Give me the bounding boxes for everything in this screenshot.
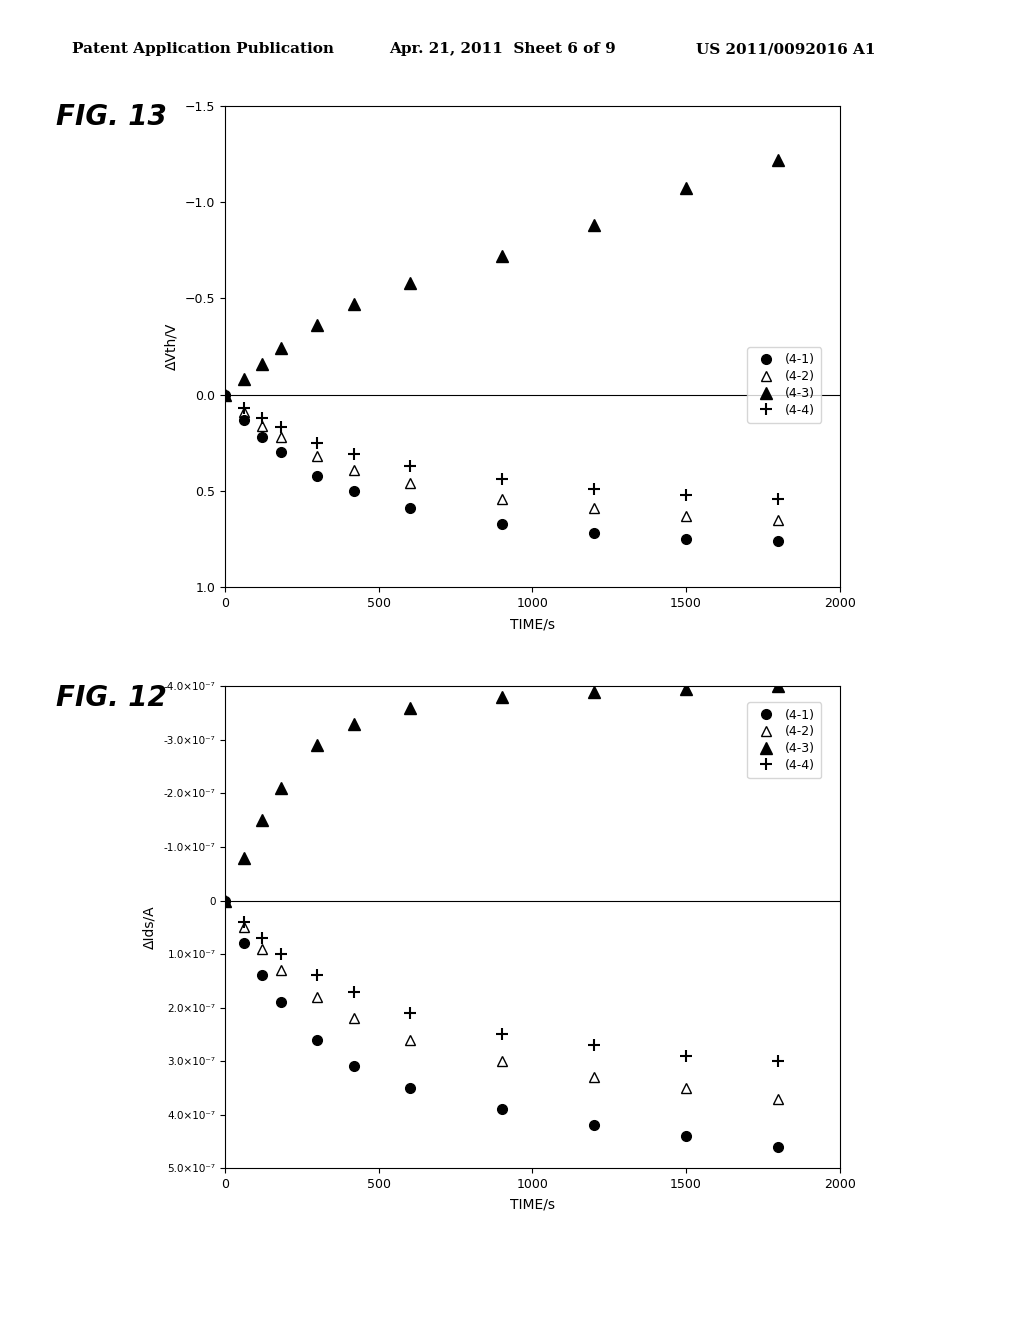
Legend: (4-1), (4-2), (4-3), (4-4): (4-1), (4-2), (4-3), (4-4) [748, 702, 821, 777]
Legend: (4-1), (4-2), (4-3), (4-4): (4-1), (4-2), (4-3), (4-4) [748, 347, 821, 422]
Text: FIG. 13: FIG. 13 [56, 103, 167, 132]
Y-axis label: ΔIds/A: ΔIds/A [143, 906, 157, 949]
Text: FIG. 12: FIG. 12 [56, 684, 167, 713]
Y-axis label: ΔVth/V: ΔVth/V [164, 323, 178, 370]
Text: US 2011/0092016 A1: US 2011/0092016 A1 [696, 42, 876, 57]
Text: Patent Application Publication: Patent Application Publication [72, 42, 334, 57]
X-axis label: TIME/s: TIME/s [510, 616, 555, 631]
X-axis label: TIME/s: TIME/s [510, 1197, 555, 1212]
Text: Apr. 21, 2011  Sheet 6 of 9: Apr. 21, 2011 Sheet 6 of 9 [389, 42, 615, 57]
